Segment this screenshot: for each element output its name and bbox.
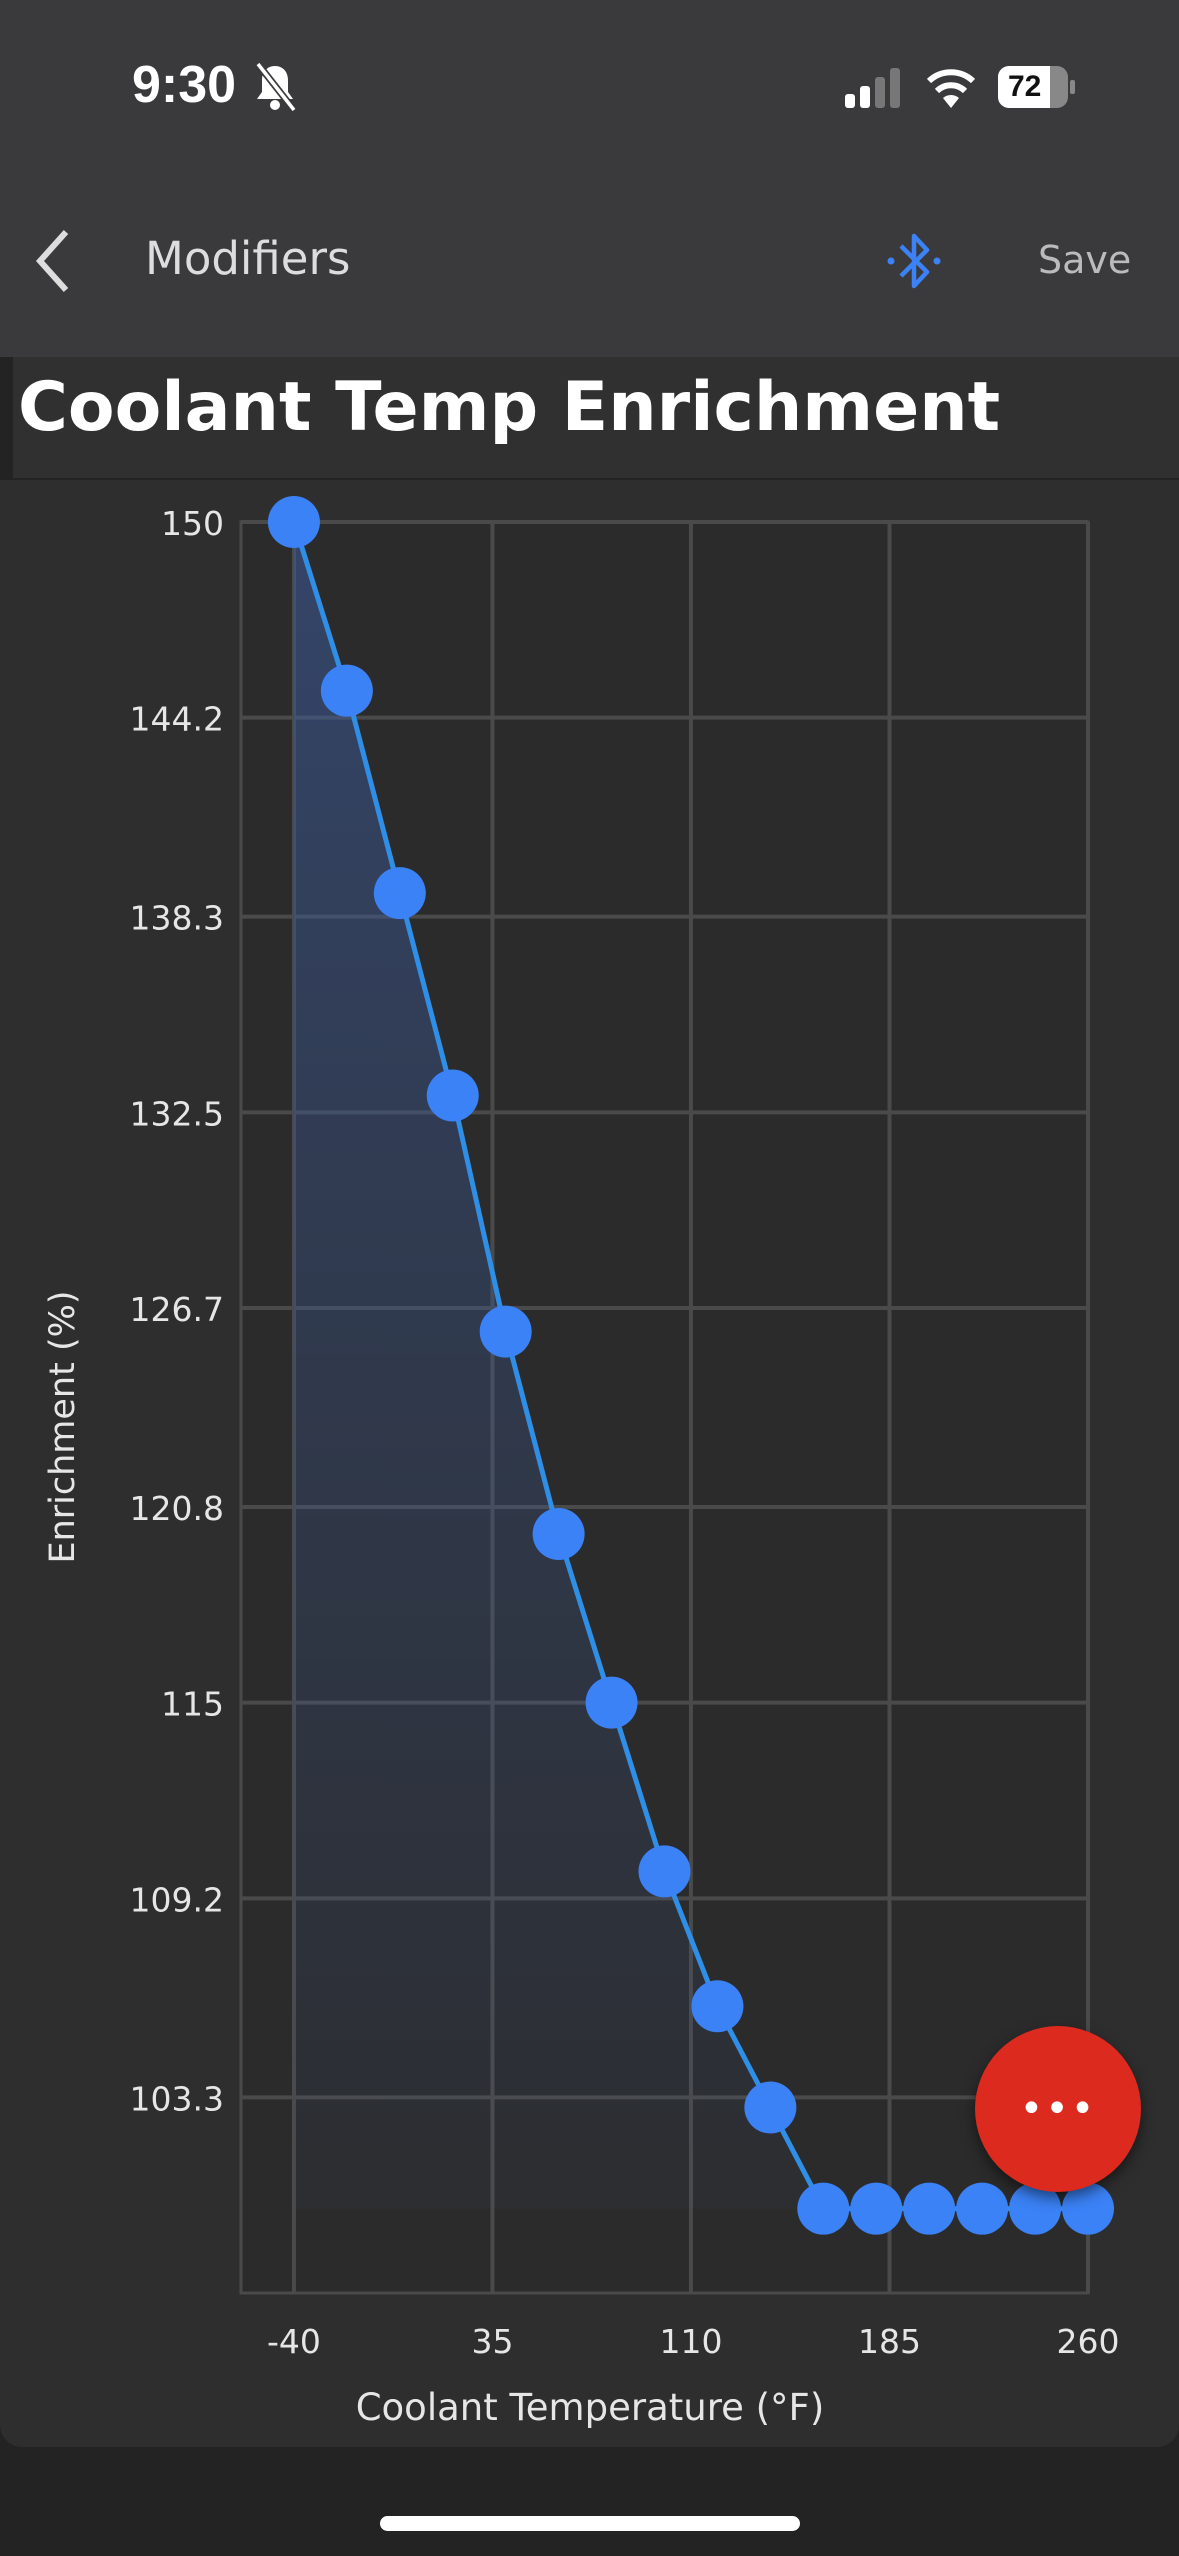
data-point[interactable]	[744, 2081, 797, 2134]
y-tick-label: 115	[161, 1685, 224, 1724]
bluetooth-icon[interactable]	[885, 230, 943, 292]
series-line	[291, 521, 1088, 2212]
y-tick-label: 138.3	[130, 899, 224, 938]
save-button[interactable]: Save	[1038, 238, 1132, 282]
data-point[interactable]	[1062, 2182, 1114, 2235]
y-tick-label: 109.2	[130, 1880, 224, 1919]
page-title: Coolant Temp Enrichment	[18, 368, 1001, 447]
data-point[interactable]	[320, 664, 373, 717]
bell-slash-icon	[255, 62, 297, 112]
y-tick-label: 132.5	[130, 1094, 224, 1133]
y-tick-label: 150	[161, 504, 224, 543]
data-point[interactable]	[426, 1069, 479, 1122]
data-point[interactable]	[691, 1980, 744, 2033]
data-point[interactable]	[267, 496, 320, 548]
y-tick-label: 103.3	[130, 2079, 224, 2118]
y-tick-label: 120.8	[130, 1489, 224, 1528]
x-tick-label: 260	[1057, 2322, 1120, 2361]
x-tick-label: 110	[659, 2322, 722, 2361]
data-point[interactable]	[850, 2182, 903, 2235]
chevron-left-icon[interactable]	[30, 228, 80, 294]
x-tick-label: 35	[471, 2322, 513, 2361]
more-actions-button[interactable]: •••	[975, 2026, 1141, 2192]
header-area	[0, 0, 1179, 357]
home-indicator[interactable]	[380, 2516, 800, 2531]
data-point[interactable]	[956, 2182, 1009, 2235]
data-point[interactable]	[638, 1845, 691, 1898]
y-tick-label: 144.2	[130, 700, 224, 739]
nav-title: Modifiers	[145, 232, 351, 285]
y-axis-label: Enrichment (%)	[43, 1290, 83, 1563]
y-tick-label: 126.7	[130, 1290, 224, 1329]
data-point[interactable]	[1009, 2182, 1062, 2235]
data-point[interactable]	[585, 1676, 638, 1729]
data-point[interactable]	[797, 2182, 850, 2235]
x-axis-label: Coolant Temperature (°F)	[356, 2386, 825, 2429]
data-point[interactable]	[373, 867, 426, 920]
title-bar	[13, 357, 1179, 478]
status-time: 9:30	[132, 56, 237, 114]
x-tick-label: 185	[858, 2322, 921, 2361]
signal-icon	[845, 68, 900, 108]
data-point[interactable]	[903, 2182, 956, 2235]
battery-level: 72	[1008, 70, 1042, 103]
wifi-icon	[926, 69, 976, 108]
data-point[interactable]	[479, 1305, 532, 1358]
x-tick-label: -40	[267, 2322, 321, 2361]
series-area-fill	[293, 522, 1088, 2209]
battery-icon: 72	[998, 66, 1076, 108]
data-point[interactable]	[532, 1508, 585, 1560]
